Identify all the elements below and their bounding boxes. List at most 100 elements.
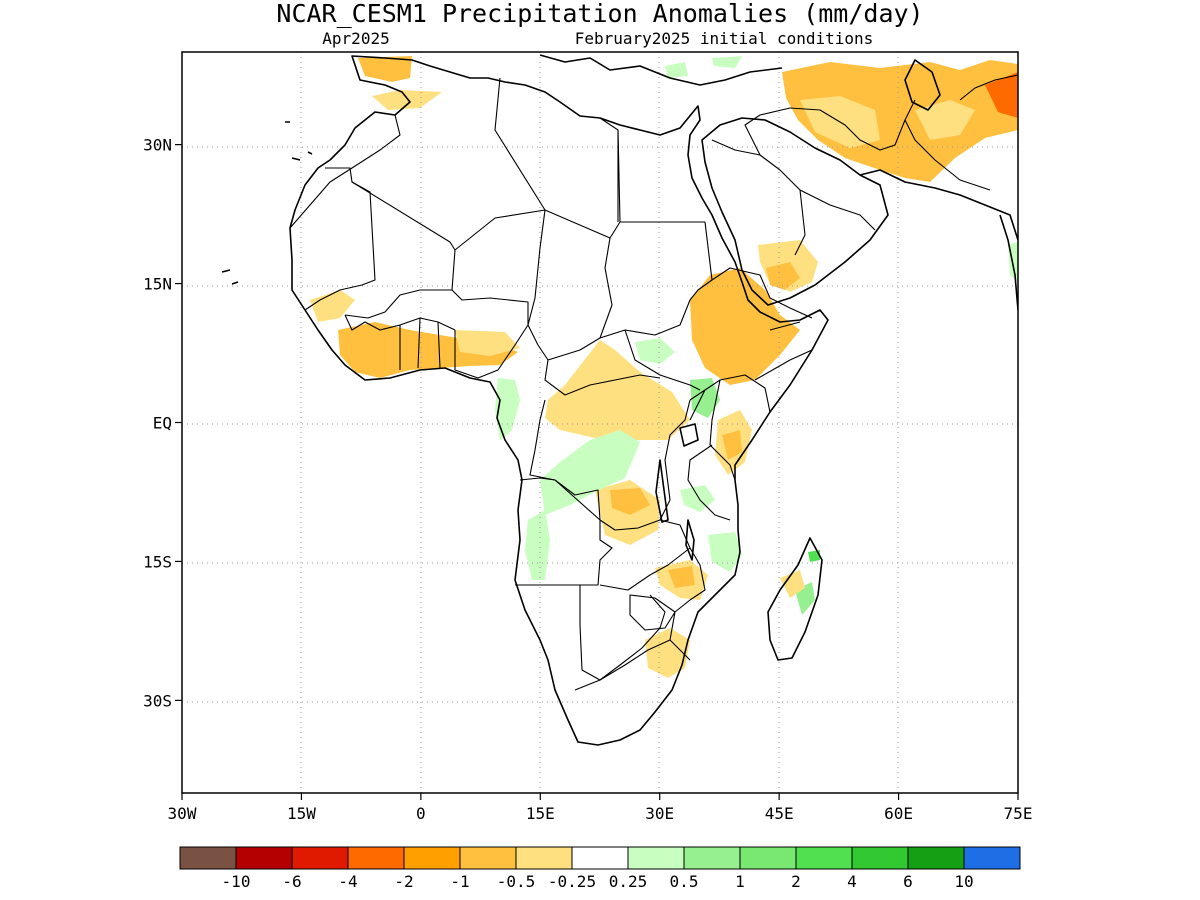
colorbar-swatch [795,846,853,870]
dry-yemen [766,262,800,290]
colorbar-swatch [347,846,405,870]
colorbar-label: 0.25 [609,872,648,891]
lake-victoria [679,423,699,447]
colorbar-label: -0.25 [548,872,596,891]
colorbar-swatch [235,846,293,870]
wet-med-north [665,62,688,78]
lon-tick-label: 30W [168,804,197,823]
arabia-coastline [701,117,889,306]
border-east-africa [687,374,771,521]
colorbar-swatch [571,846,629,870]
border-mozambique [669,547,706,641]
border-arabia [711,99,916,256]
colorbar-label: 4 [847,872,857,891]
light-dry-ethiopia [690,268,800,385]
coastlines [221,54,1018,746]
colorbar-label: -10 [222,872,251,891]
colorbar-swatch [683,846,741,870]
lon-tick-label: 15E [526,804,555,823]
lat-tick-label: 30S [143,691,172,710]
europe-coastline [539,54,783,86]
colorbar-swatch [851,846,909,870]
wet-mozambique [708,532,742,572]
light-dry-west-africa [310,290,355,322]
border-south-africa [574,639,691,691]
border-sudan-ss [599,221,713,391]
border-ethiopia-somalia [711,267,813,381]
colorbar-swatch [459,846,517,870]
africa-coastline [289,55,829,746]
colorbar-label: 10 [954,872,973,891]
border-nigeria [451,289,529,379]
wet-tanzania [680,485,715,512]
colorbar-label: 6 [903,872,913,891]
wet-pakistan-edge [985,72,1018,118]
wet-angola [525,510,550,580]
dry-anomaly-maghreb [358,56,412,82]
colorbar-swatch [739,846,797,870]
border-zimbabwe [629,594,676,631]
lon-tick-label: 30E [645,804,674,823]
lat-tick-label: 30N [143,136,172,155]
border-namibia-bw [579,585,666,681]
dry-zambia [668,566,695,588]
lon-tick-label: 45E [765,804,794,823]
light-dry-maghreb [372,90,442,110]
border-angola [515,477,613,586]
dry-drc-south [610,488,650,515]
lon-tick-label: 75E [1004,804,1033,823]
colorbar-label: -1 [450,872,469,891]
lon-tick-label: 0 [416,804,426,823]
map-panel [181,51,1019,794]
border-egypt-sudan [617,130,705,223]
wet-uganda [690,378,720,418]
wet-med-east [712,56,742,68]
madagascar-coastline [767,537,823,661]
colorbar-label: -6 [282,872,301,891]
lat-tick-label: EQ [153,414,172,433]
border-car [544,359,661,396]
colorbar-label: -2 [394,872,413,891]
canary-islands [285,121,313,161]
lon-tick-label: 60E [884,804,913,823]
lon-tick-label: 15W [287,804,316,823]
cape-verde [221,269,239,285]
light-wet-congo [540,430,640,515]
map-title: NCAR_CESM1 Precipitation Anomalies (mm/d… [276,0,923,28]
wet-gabon [495,378,520,440]
colorbar-label: -4 [338,872,357,891]
colorbar-label: 1 [735,872,745,891]
colorbar-label: -0.5 [497,872,536,891]
colorbar-label: 2 [791,872,801,891]
colorbar-label: 0.5 [670,872,699,891]
wet-madagascar-2 [808,550,820,562]
border-drc [529,399,691,531]
dry-anomaly-west-africa [338,322,518,378]
border-morocco-algeria [289,114,401,229]
border-mauritania [304,167,376,311]
caspian-coastline [904,59,941,111]
lat-tick-label: 15N [143,275,172,294]
colorbar-swatch [907,846,965,870]
anomaly-shading [310,56,1018,678]
light-dry-central-africa [545,340,690,440]
country-borders [289,74,1018,691]
light-dry-south-africa [645,628,690,678]
iran-coastline [859,169,1018,241]
dry-anomaly-iran [782,60,1018,182]
colorbar-swatch [515,846,573,870]
border-west-coastal [344,314,456,370]
lake-malawi [685,519,695,561]
colorbar-swatch [179,846,237,870]
colorbar-swatch [403,846,461,870]
colorbar-swatch [627,846,685,870]
lat-tick-label: 15S [143,552,172,571]
wet-south-sudan [635,338,675,364]
map-subtitle-init: February2025 initial conditions [575,29,874,48]
border-iran [904,74,1018,191]
axis-ticks: 30W 15W 0 15E 30E 45E 60E 75E 30N 15N EQ 15S 30S [143,136,1032,823]
colorbar: -10 -6 -4 -2 -1 -0.5 -0.25 0.25 0.5 1 2 4 6 10 [179,846,1021,891]
light-dry-madagascar [780,570,805,598]
light-dry-iran-2 [915,100,975,140]
